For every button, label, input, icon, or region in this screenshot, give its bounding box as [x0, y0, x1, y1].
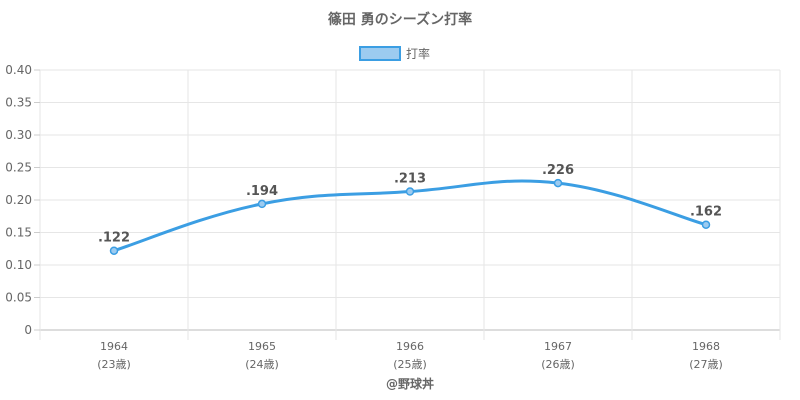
data-label: .213	[394, 172, 426, 187]
y-axis: 0 0.05 0.10 0.15 0.20 0.25 0.30 0.35 0.40	[5, 63, 40, 337]
y-tick-label: 0.10	[5, 258, 32, 272]
x-tick-label: 1968	[692, 340, 720, 353]
y-tick-label: 0.25	[5, 161, 32, 175]
x-tick-sublabel: (26歳)	[541, 358, 575, 371]
data-point	[701, 220, 711, 229]
y-tick-label: 0.35	[5, 96, 32, 110]
data-label: .226	[542, 163, 574, 178]
legend-swatch	[359, 46, 401, 61]
data-labels: .122 .194 .213 .226 .162	[98, 163, 722, 246]
y-tick-label: 0	[24, 323, 32, 337]
x-axis: 1964 (23歳) 1965 (24歳) 1966 (25歳) 1967 (26歳) 1968…	[97, 340, 723, 371]
x-tick-label: 1964	[100, 340, 128, 353]
y-tick-label: 0.05	[5, 291, 32, 305]
data-label: .162	[690, 205, 722, 220]
x-tick-sublabel: (25歳)	[393, 358, 427, 371]
x-tick-label: 1967	[544, 340, 572, 353]
legend-label: 打率	[406, 46, 430, 61]
data-label: .194	[246, 184, 278, 199]
x-tick-sublabel: (27歳)	[689, 358, 723, 371]
chart-title: 篠田 勇のシーズン打率	[328, 11, 472, 28]
data-point	[405, 187, 415, 196]
data-point	[257, 199, 267, 209]
data-point	[553, 178, 563, 188]
data-point	[109, 246, 119, 255]
grid	[39, 69, 781, 340]
y-tick-label: 0.20	[5, 193, 32, 207]
x-tick-sublabel: (23歳)	[97, 358, 131, 371]
y-tick-label: 0.15	[5, 226, 32, 240]
credit-text: @野球丼	[386, 376, 434, 391]
x-tick-label: 1966	[396, 340, 424, 353]
series-batting-average	[109, 178, 711, 255]
y-tick-label: 0.40	[5, 63, 32, 77]
x-tick-label: 1965	[248, 340, 276, 353]
x-tick-sublabel: (24歳)	[245, 358, 279, 371]
data-label: .122	[98, 231, 130, 246]
y-tick-label: 0.30	[5, 128, 32, 142]
legend[interactable]: 打率	[359, 46, 430, 61]
